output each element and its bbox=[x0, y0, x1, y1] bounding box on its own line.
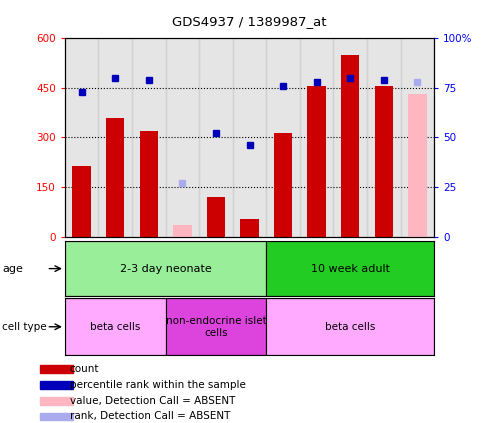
Bar bbox=[333, 38, 367, 237]
Bar bbox=[341, 55, 359, 237]
Text: cell type: cell type bbox=[2, 322, 47, 332]
Bar bbox=[106, 118, 124, 237]
Text: count: count bbox=[70, 364, 99, 374]
Bar bbox=[98, 38, 132, 237]
Bar bbox=[40, 397, 73, 405]
Bar bbox=[408, 94, 427, 237]
Bar bbox=[266, 38, 300, 237]
Bar bbox=[166, 38, 199, 237]
Bar bbox=[367, 38, 401, 237]
Bar bbox=[140, 131, 158, 237]
Bar bbox=[40, 412, 73, 420]
Bar bbox=[240, 219, 258, 237]
Text: beta cells: beta cells bbox=[325, 322, 375, 332]
Bar bbox=[132, 38, 166, 237]
Bar bbox=[65, 241, 266, 296]
Bar bbox=[65, 38, 98, 237]
Bar bbox=[40, 365, 73, 373]
Bar bbox=[307, 86, 326, 237]
Text: value, Detection Call = ABSENT: value, Detection Call = ABSENT bbox=[70, 396, 235, 406]
Text: 10 week adult: 10 week adult bbox=[311, 264, 390, 274]
Text: 2-3 day neonate: 2-3 day neonate bbox=[120, 264, 212, 274]
Bar bbox=[274, 132, 292, 237]
Bar bbox=[166, 298, 266, 355]
Bar bbox=[375, 86, 393, 237]
Bar bbox=[173, 225, 192, 237]
Bar bbox=[300, 38, 333, 237]
Bar bbox=[401, 38, 434, 237]
Text: percentile rank within the sample: percentile rank within the sample bbox=[70, 380, 246, 390]
Bar bbox=[266, 241, 434, 296]
Bar bbox=[72, 166, 91, 237]
Bar bbox=[40, 381, 73, 389]
Bar bbox=[199, 38, 233, 237]
Text: non-endocrine islet
cells: non-endocrine islet cells bbox=[166, 316, 266, 338]
Text: rank, Detection Call = ABSENT: rank, Detection Call = ABSENT bbox=[70, 412, 230, 421]
Bar bbox=[233, 38, 266, 237]
Text: beta cells: beta cells bbox=[90, 322, 140, 332]
Bar bbox=[266, 298, 434, 355]
Bar bbox=[207, 197, 225, 237]
Text: age: age bbox=[2, 264, 23, 274]
Bar bbox=[65, 298, 166, 355]
Text: GDS4937 / 1389987_at: GDS4937 / 1389987_at bbox=[172, 15, 327, 28]
